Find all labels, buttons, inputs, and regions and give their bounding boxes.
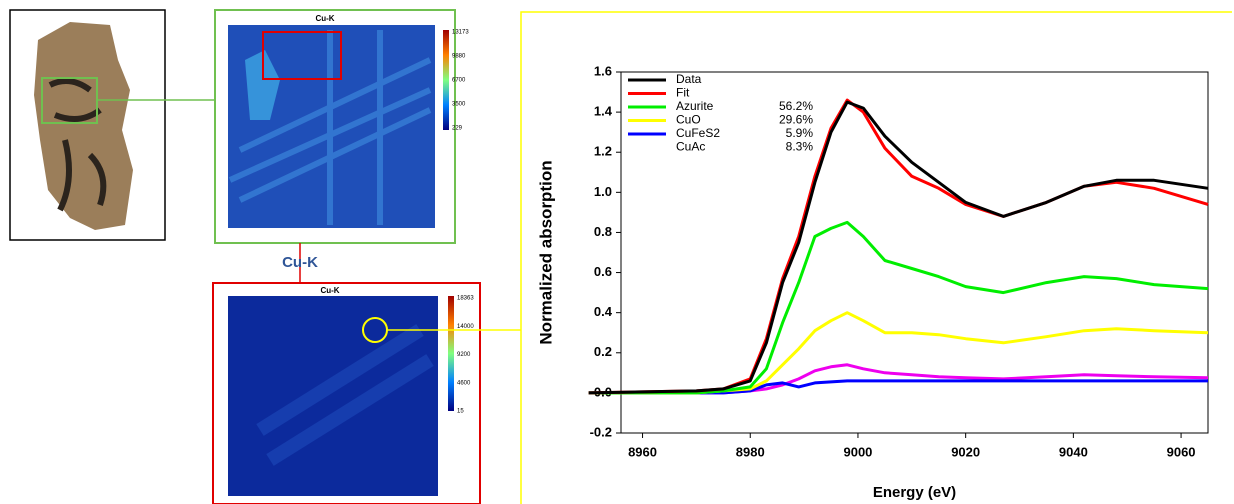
x-axis-label: Energy (eV) xyxy=(873,484,956,501)
legend-label: CuAc xyxy=(676,140,705,154)
x-tick-label: 9000 xyxy=(843,444,872,459)
colorbar-label: 15 xyxy=(457,409,464,415)
y-tick-label: 1.4 xyxy=(594,104,613,119)
legend-label: Fit xyxy=(676,86,690,100)
x-tick-label: 9040 xyxy=(1059,444,1088,459)
map xyxy=(228,296,438,496)
map-label: Cu-K xyxy=(282,254,318,271)
legend-label: CuFeS2 xyxy=(676,126,720,140)
legend-label: Azurite xyxy=(676,99,714,113)
series-line xyxy=(589,365,1208,393)
x-tick-label: 9020 xyxy=(951,444,980,459)
colorbar-label: 229 xyxy=(452,126,463,132)
map-title: Cu-K xyxy=(315,14,334,23)
colorbar-label: 13173 xyxy=(452,30,469,36)
legend-label: Data xyxy=(676,72,702,86)
legend-label: CuO xyxy=(676,113,701,127)
colorbar-label: 4600 xyxy=(457,380,471,386)
colorbar-label: 3500 xyxy=(452,102,466,108)
legend-fraction: 8.3% xyxy=(786,140,814,154)
colorbar-label: 14000 xyxy=(457,324,474,330)
y-axis-label: Normalized absorption xyxy=(536,160,555,344)
legend-fraction: 29.6% xyxy=(779,113,813,127)
colorbar-label: 9200 xyxy=(457,352,471,358)
map-title: Cu-K xyxy=(320,286,339,295)
y-tick-label: 0.6 xyxy=(594,264,612,279)
colorbar-label: 18363 xyxy=(457,296,474,302)
y-tick-label: 1.2 xyxy=(594,144,612,159)
colorbar xyxy=(443,30,449,130)
y-tick-label: -0.2 xyxy=(590,424,612,439)
x-tick-label: 9060 xyxy=(1167,444,1196,459)
colorbar-label: 6700 xyxy=(452,78,466,84)
series-line xyxy=(589,222,1208,393)
legend-fraction: 56.2% xyxy=(779,99,813,113)
y-tick-label: 0.2 xyxy=(594,344,612,359)
x-tick-label: 8960 xyxy=(628,444,657,459)
legend-fraction: 5.9% xyxy=(786,126,814,140)
colorbar-label: 9880 xyxy=(452,54,466,60)
figure: Cu-K 13173 9880 6700 3500 229 Cu-K Cu-K 1836… xyxy=(0,0,1234,504)
y-tick-label: 0.8 xyxy=(594,224,612,239)
colorbar xyxy=(448,296,454,411)
x-tick-label: 8980 xyxy=(736,444,765,459)
chart-frame xyxy=(521,12,1232,504)
y-tick-label: 1.6 xyxy=(594,63,612,78)
y-tick-label: 1.0 xyxy=(594,184,612,199)
y-tick-label: 0.4 xyxy=(594,304,613,319)
